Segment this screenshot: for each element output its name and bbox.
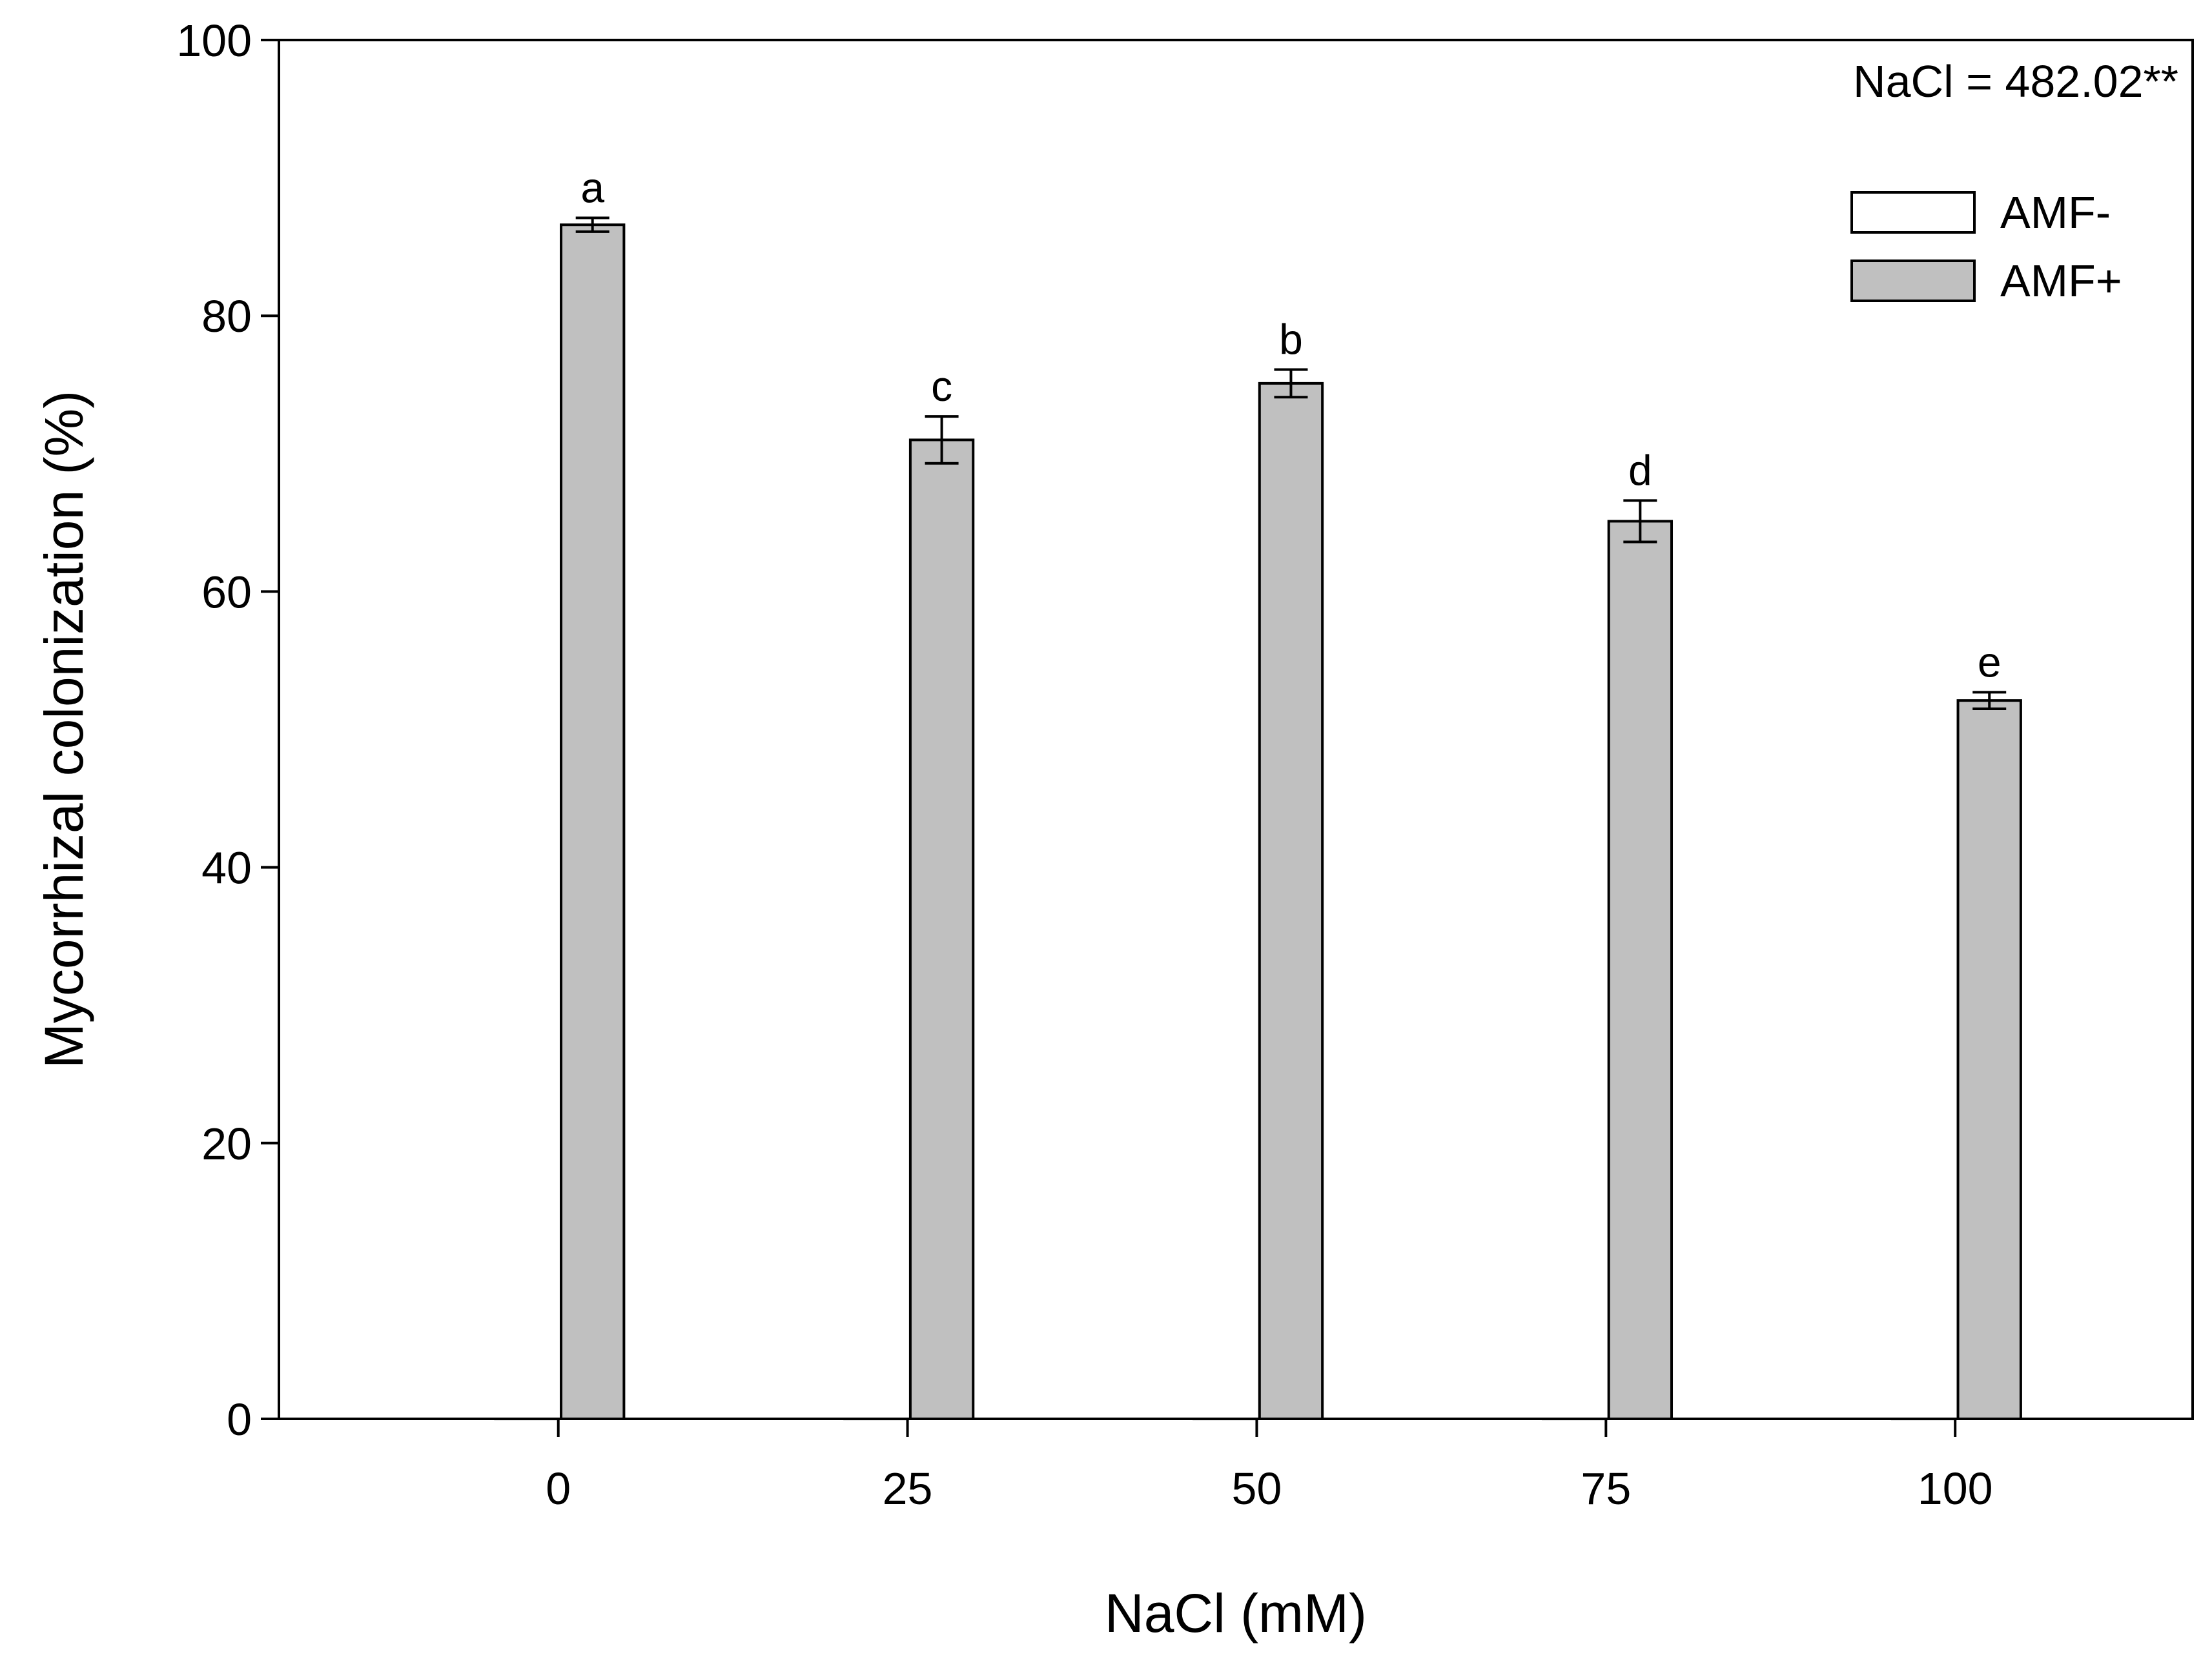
legend: AMF- AMF+ — [1850, 187, 2122, 306]
y-tick-label-1: 20 — [201, 1119, 252, 1169]
y-tick-label-5: 100 — [176, 15, 252, 66]
bar-amf-plus-1 — [908, 438, 975, 1421]
bar-amf-plus-0 — [560, 223, 626, 1420]
x-axis-label: NaCl (mM) — [1105, 1583, 1367, 1644]
significance-letter-2: b — [1279, 316, 1303, 363]
bar-amf-plus-3 — [1607, 520, 1674, 1420]
y-axis-label: Mycorrhizal colonization (%) — [34, 391, 94, 1068]
legend-label-0: AMF- — [2000, 187, 2111, 238]
x-tick-label-3: 75 — [1581, 1463, 1631, 1514]
x-tick-label-2: 50 — [1232, 1463, 1282, 1514]
significance-letter-0: a — [580, 164, 604, 212]
legend-label-1: AMF+ — [2000, 256, 2122, 306]
y-tick-label-2: 40 — [201, 843, 252, 893]
significance-letter-3: d — [1628, 446, 1652, 494]
labels: NaCl (mM) Mycorrhizal colonization (%) N… — [34, 56, 2178, 1644]
x-tick-label-4: 100 — [1918, 1463, 1993, 1514]
legend-swatch-1 — [1850, 260, 1976, 302]
x-tick-label-0: 0 — [546, 1463, 571, 1514]
axes: 0 20 40 60 80 100 0 25 50 75 100 — [176, 15, 2194, 1514]
y-tick-label-3: 60 — [201, 567, 252, 617]
significance-letter-1: c — [931, 362, 952, 410]
y-tick-label-0: 0 — [227, 1394, 252, 1445]
legend-swatch-0 — [1850, 191, 1976, 234]
y-tick-label-4: 80 — [201, 291, 252, 341]
bar-amf-plus-4 — [1956, 699, 2022, 1420]
x-tick-label-1: 25 — [883, 1463, 933, 1514]
bar-amf-plus-2 — [1258, 382, 1324, 1420]
significance-letter-4: e — [1978, 638, 2002, 686]
bars: a c b d e — [494, 164, 2022, 1421]
anova-annotation: NaCl = 482.02** — [1853, 56, 2178, 107]
